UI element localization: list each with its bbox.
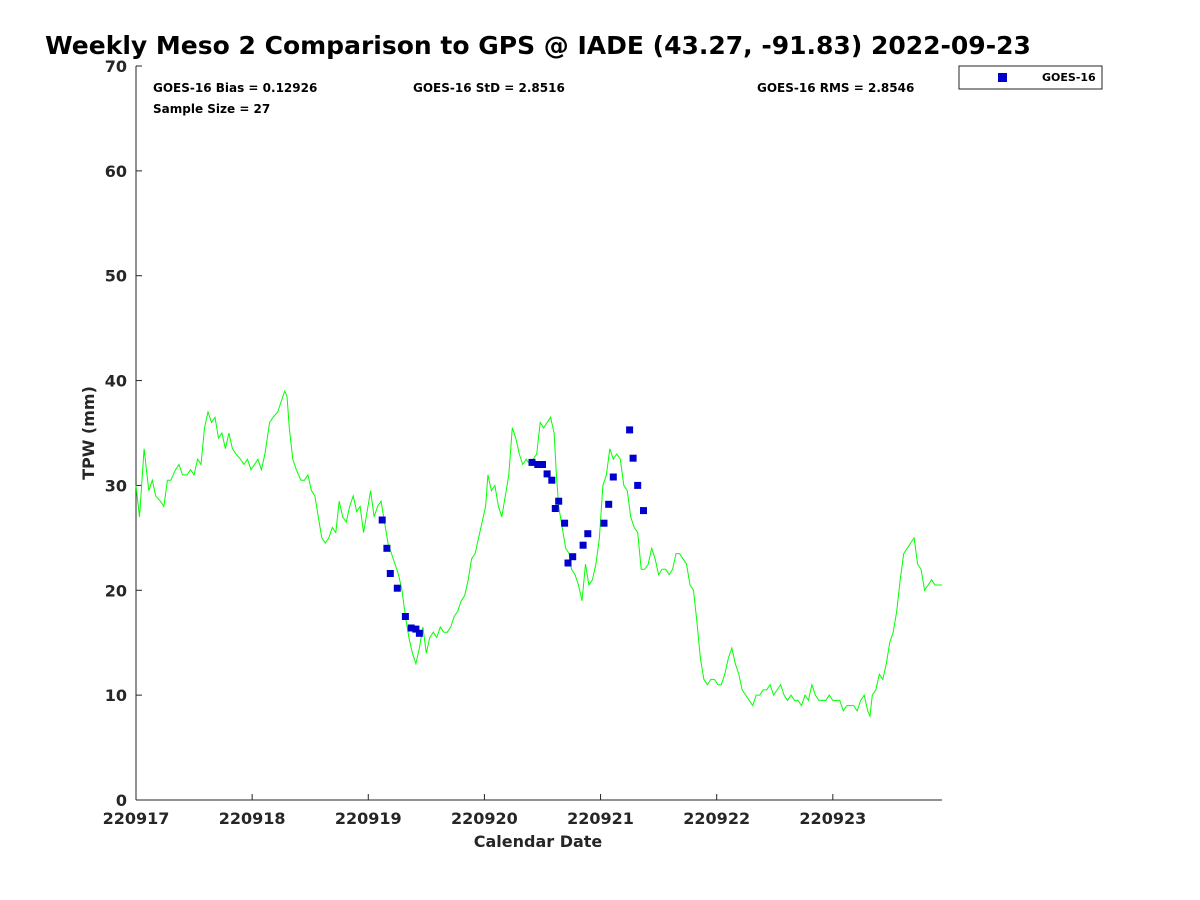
data-point-goes16: [401, 613, 409, 620]
data-point-goes16: [543, 470, 551, 478]
legend-marker-goes16: [998, 73, 1007, 82]
y-tick-label: 70: [105, 57, 127, 76]
data-point-goes16: [600, 519, 608, 527]
data-point-goes16: [609, 473, 617, 481]
data-point-goes16: [640, 507, 647, 515]
data-point-goes16: [534, 461, 542, 468]
y-tick-label: 40: [105, 372, 127, 391]
x-tick-label: 220918: [219, 809, 286, 828]
data-point-goes16: [584, 530, 592, 538]
series-layer: [135, 389, 942, 719]
data-point-goes16: [386, 570, 394, 577]
x-tick-label: 220917: [103, 809, 170, 828]
y-tick-label: 10: [105, 686, 127, 705]
data-point-goes16: [383, 544, 391, 552]
data-point-goes16: [415, 629, 423, 637]
data-point-goes16: [629, 454, 637, 462]
data-point-goes16: [561, 519, 569, 527]
stat-rms: GOES-16 RMS = 2.8546: [757, 81, 914, 95]
data-point-goes16: [555, 497, 563, 505]
legend-label-goes16: GOES-16: [1042, 71, 1096, 84]
x-tick-label: 220919: [335, 809, 402, 828]
y-tick-label: 30: [105, 476, 127, 495]
y-ticks: 0 10 20 30 40 50 60 70: [105, 57, 142, 810]
series-line-gps: [135, 389, 942, 719]
stat-std: GOES-16 StD = 2.8516: [413, 81, 565, 95]
axes: [135, 66, 942, 801]
y-tick-label: 60: [105, 162, 127, 181]
data-point-goes16: [634, 481, 642, 489]
data-point-goes16: [551, 505, 559, 512]
data-point-goes16: [605, 500, 613, 508]
x-tick-label: 220920: [451, 809, 518, 828]
data-point-goes16: [569, 553, 577, 561]
data-point-goes16: [539, 461, 546, 468]
data-point-goes16: [626, 426, 634, 434]
legend-box: [958, 65, 1103, 90]
data-point-goes16: [548, 476, 556, 484]
x-ticks: 220917 220918 220919 220920 220921 220922 2209…: [103, 794, 866, 828]
chart-title: Weekly Meso 2 Comparison to GPS @ IADE (…: [45, 31, 1031, 60]
x-tick-label: 220921: [567, 809, 634, 828]
data-point-goes16: [407, 624, 415, 632]
y-tick-label: 50: [105, 267, 127, 286]
y-tick-label: 0: [116, 791, 127, 810]
data-point-goes16: [528, 458, 536, 466]
x-axis-label: Calendar Date: [474, 832, 603, 851]
x-tick-label: 220923: [799, 809, 866, 828]
stat-sample-size: Sample Size = 27: [153, 102, 270, 116]
data-point-goes16: [412, 625, 420, 633]
data-point-goes16: [579, 541, 587, 549]
data-point-goes16: [393, 584, 401, 592]
y-axis-label: TPW (mm): [79, 386, 98, 480]
data-point-goes16: [564, 559, 572, 567]
legend: GOES-16: [958, 65, 1103, 90]
stat-bias: GOES-16 Bias = 0.12926: [153, 81, 317, 95]
y-tick-label: 20: [105, 581, 127, 600]
x-tick-label: 220922: [683, 809, 750, 828]
data-point-goes16: [378, 516, 386, 524]
